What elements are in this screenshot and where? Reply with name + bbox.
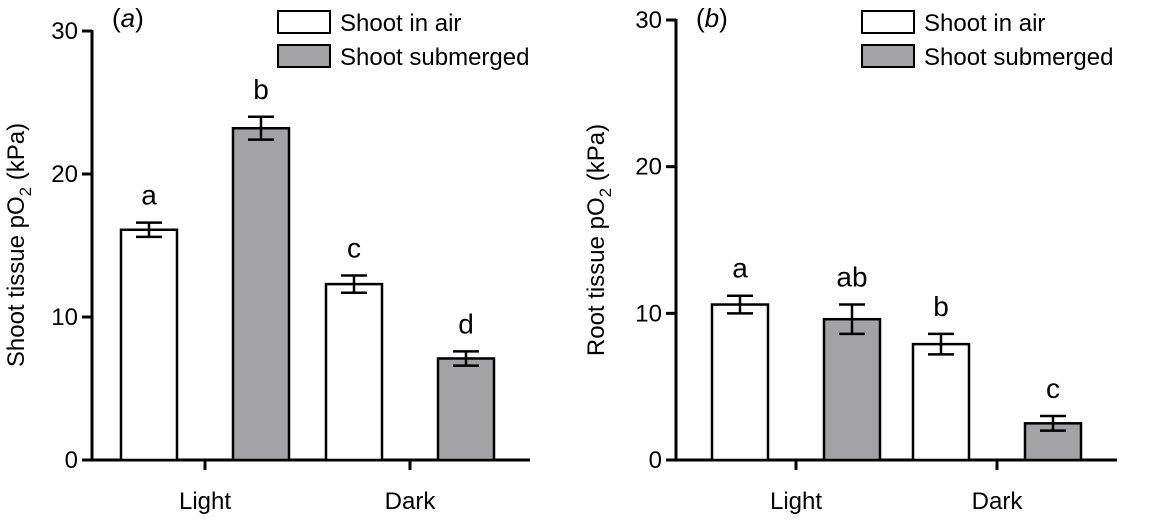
panel-label: (b): [696, 3, 728, 33]
panel-label: (a): [112, 3, 144, 33]
y-tick-label: 20: [635, 154, 662, 181]
x-tick-label: Dark: [385, 488, 437, 515]
significance-label: d: [458, 308, 474, 339]
y-tick-label: 0: [649, 447, 662, 474]
legend-label: Shoot submerged: [924, 44, 1113, 71]
y-tick-label: 10: [51, 304, 78, 331]
legend-swatch: [861, 44, 915, 68]
y-axis-title: Shoot tissue pO2 (kPa): [3, 123, 35, 367]
bar: [231, 126, 291, 462]
x-tick-label: Light: [179, 488, 231, 515]
legend-swatch: [277, 44, 331, 68]
legend-swatch: [277, 10, 331, 34]
x-tick-label: Dark: [972, 488, 1024, 515]
significance-label: a: [732, 253, 748, 284]
y-tick-label: 30: [635, 7, 662, 34]
y-tick-label: 10: [635, 300, 662, 327]
legend-swatch: [861, 10, 915, 34]
legend-label: Shoot in air: [340, 10, 461, 37]
significance-label: b: [253, 74, 269, 105]
x-tick-label: Light: [770, 488, 822, 515]
y-tick-label: 20: [51, 161, 78, 188]
y-tick-label: 0: [65, 447, 78, 474]
y-tick-label: 30: [51, 18, 78, 45]
significance-label: c: [1046, 373, 1060, 404]
y-axis-title: Root tissue pO2 (kPa): [583, 124, 615, 356]
significance-label: ab: [836, 262, 867, 293]
chart-panel-a: 0 10 20 30 Light Dark a c b d Shoot tissue pO2 (kP…: [3, 3, 530, 515]
bar: [324, 282, 384, 462]
legend-label: Shoot in air: [924, 10, 1045, 37]
bar: [911, 342, 971, 462]
bar: [710, 303, 770, 462]
significance-label: c: [347, 233, 361, 264]
bar: [119, 228, 179, 462]
bar: [436, 357, 496, 462]
legend-label: Shoot submerged: [340, 44, 529, 71]
bar: [822, 317, 882, 462]
significance-label: a: [141, 180, 157, 211]
significance-label: b: [933, 291, 949, 322]
